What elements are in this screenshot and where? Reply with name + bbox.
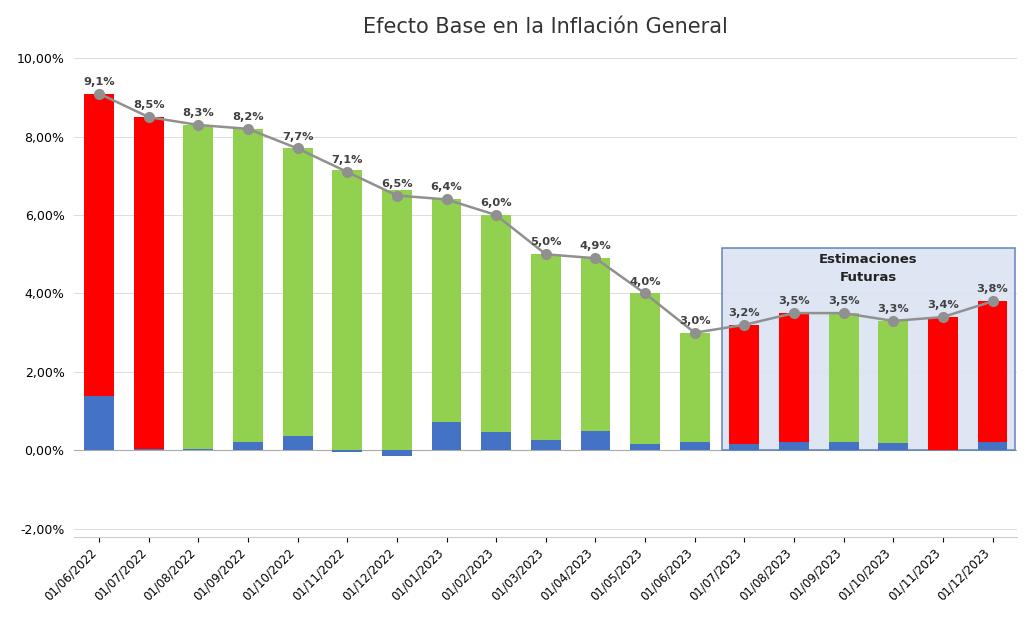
Text: 6,4%: 6,4% [430, 182, 462, 192]
Bar [722, 249, 1014, 450]
Text: 4,9%: 4,9% [580, 241, 611, 251]
Bar [332, 170, 362, 450]
Bar [481, 215, 511, 432]
Bar [382, 190, 412, 450]
Text: 3,8%: 3,8% [977, 285, 1008, 294]
Bar [828, 313, 858, 441]
Text: 8,3%: 8,3% [182, 108, 214, 118]
Bar [779, 441, 809, 450]
Bar [729, 325, 759, 444]
Bar [630, 444, 660, 450]
Bar [84, 94, 114, 396]
Bar [84, 396, 114, 450]
Text: 8,5%: 8,5% [133, 100, 164, 110]
Bar [779, 441, 809, 450]
Text: 9,1%: 9,1% [84, 77, 115, 87]
Bar [729, 325, 759, 444]
Bar [828, 313, 858, 441]
Bar [332, 450, 362, 452]
Bar [729, 444, 759, 450]
Bar [183, 125, 213, 449]
Text: 3,2%: 3,2% [729, 308, 760, 318]
Bar [282, 436, 312, 450]
Bar [779, 313, 809, 441]
Text: 6,5%: 6,5% [382, 179, 413, 188]
Bar [679, 333, 709, 441]
Text: 4,0%: 4,0% [630, 277, 661, 286]
Bar [977, 443, 1007, 450]
Text: 5,0%: 5,0% [530, 237, 561, 247]
Text: Estimaciones
Futuras: Estimaciones Futuras [819, 252, 918, 283]
Bar [878, 321, 908, 443]
Text: 3,4%: 3,4% [927, 300, 959, 310]
Title: Efecto Base en la Inflación General: Efecto Base en la Inflación General [363, 17, 728, 37]
Bar [431, 200, 461, 422]
Bar [233, 129, 263, 441]
Text: 8,2%: 8,2% [233, 112, 264, 122]
Text: 7,1%: 7,1% [332, 155, 363, 165]
Bar [481, 432, 511, 450]
Bar [927, 317, 957, 450]
Text: 6,0%: 6,0% [481, 198, 512, 208]
Bar [133, 449, 163, 450]
Bar [630, 293, 660, 444]
Bar [431, 422, 461, 450]
Bar [927, 317, 957, 450]
Bar [530, 440, 560, 450]
Bar [382, 450, 412, 456]
Bar [679, 441, 709, 450]
Bar [133, 117, 163, 449]
Bar [729, 444, 759, 450]
Bar [530, 254, 560, 440]
Bar [580, 432, 610, 450]
Text: 7,7%: 7,7% [282, 131, 313, 141]
Bar [878, 443, 908, 450]
Bar [828, 441, 858, 450]
Bar [779, 313, 809, 441]
Bar [580, 258, 610, 432]
Bar [977, 443, 1007, 450]
Bar [977, 301, 1007, 443]
Bar [878, 321, 908, 443]
Bar [233, 441, 263, 450]
Bar [977, 301, 1007, 443]
Bar [828, 441, 858, 450]
Bar [878, 443, 908, 450]
Text: 3,0%: 3,0% [679, 316, 710, 326]
Bar [282, 148, 312, 436]
Text: 3,5%: 3,5% [779, 296, 810, 306]
Text: 3,5%: 3,5% [828, 296, 859, 306]
Text: 3,3%: 3,3% [878, 304, 909, 314]
